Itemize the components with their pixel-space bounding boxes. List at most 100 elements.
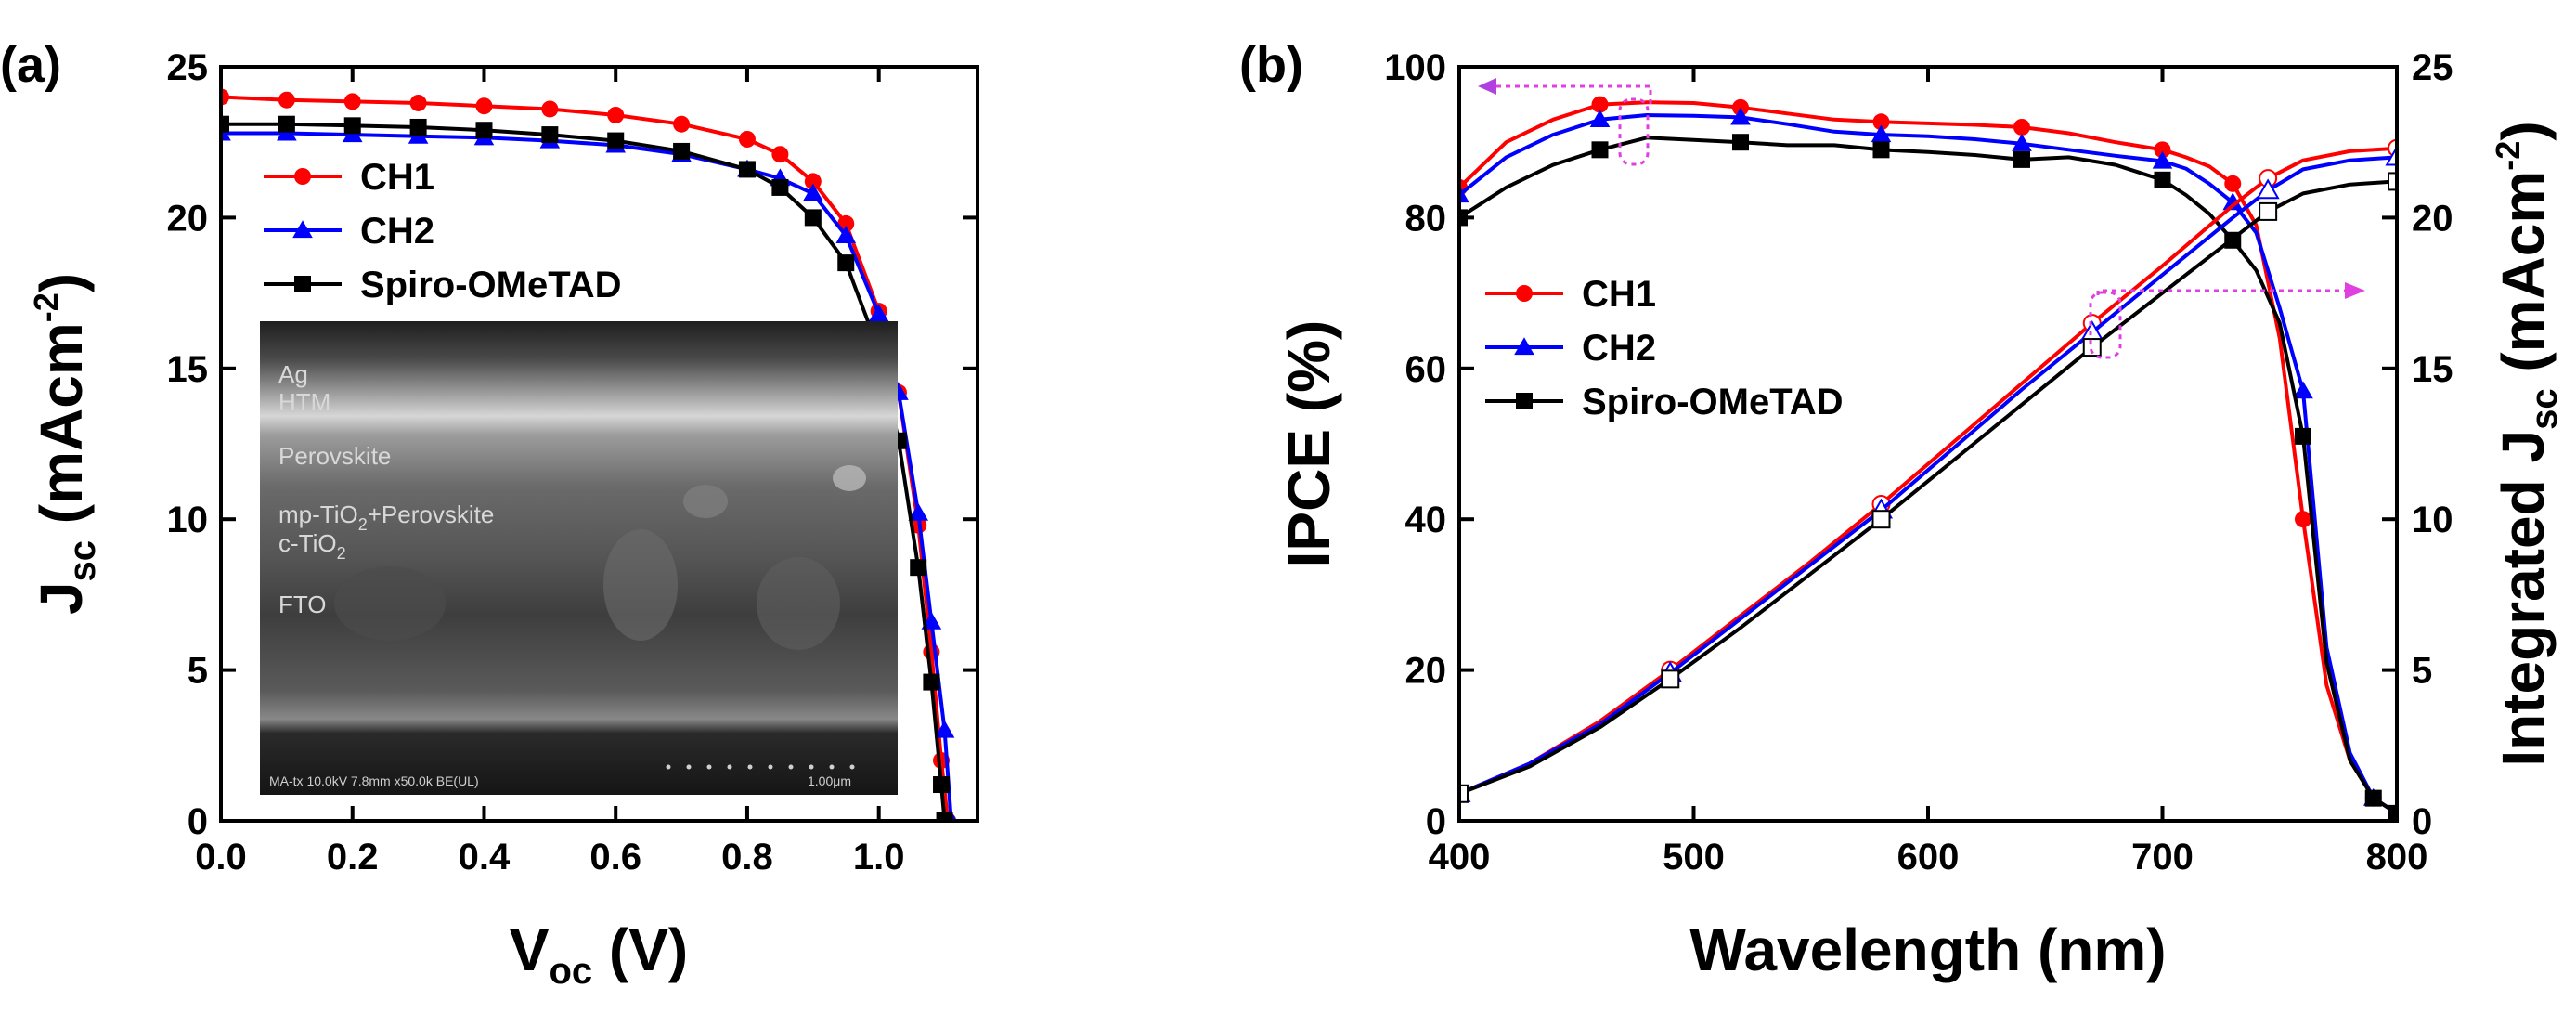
sem-label-ag: Ag bbox=[278, 360, 308, 388]
panel-a-point-0-3 bbox=[409, 94, 427, 111]
panel-a-point-0-0 bbox=[221, 88, 229, 106]
panel-b-legend-marker-2 bbox=[1516, 393, 1533, 409]
panel-b-point-2-24 bbox=[2364, 789, 2382, 807]
panel-a-point-0-1 bbox=[278, 91, 295, 109]
panel-a-y-tick-label-2: 10 bbox=[167, 500, 209, 540]
panel-a-point-2-8 bbox=[738, 161, 756, 178]
panel-b-plot-area bbox=[1459, 96, 2397, 821]
panel-a-line-1 bbox=[221, 131, 953, 821]
panel-b-y2-title-close: ) bbox=[2490, 121, 2557, 140]
panel-b-y-tick-label-1: 20 bbox=[1405, 651, 1447, 692]
panel-a-point-2-3 bbox=[409, 118, 427, 136]
panel-a-point-0-10 bbox=[804, 173, 822, 190]
sem-label-c-tio2-main: c-TiO bbox=[278, 529, 337, 557]
panel-b-point-1-21 bbox=[2293, 381, 2313, 399]
panel-b-x-tick-label-3: 700 bbox=[2131, 837, 2194, 877]
panel-b-series-ch2-integrated bbox=[1459, 145, 2397, 802]
panel-b-point-4-15 bbox=[2385, 145, 2397, 166]
panel-b-y2-tick-label-5: 25 bbox=[2412, 47, 2453, 88]
panel-a-axes: 0.0 0.2 0.4 0.6 0.8 1.0 0 5 10 15 20 25 bbox=[167, 47, 977, 877]
panel-b-point-0-3 bbox=[1591, 96, 1609, 113]
panel-b-point-4-12 bbox=[2256, 178, 2280, 200]
panel-a-x-tick-label-4: 0.8 bbox=[721, 837, 773, 877]
sem-scale-dot-9 bbox=[849, 764, 855, 770]
panel-b-line-1 bbox=[1459, 113, 2397, 815]
sem-scale-dot-0 bbox=[666, 764, 671, 770]
panel-a-y-tick-label-3: 15 bbox=[167, 349, 209, 390]
panel-b-point-2-25 bbox=[2388, 804, 2397, 821]
panel-b-point-1-9 bbox=[1871, 124, 1892, 143]
panel-b-series-spiro-ometad bbox=[1459, 134, 2397, 821]
panel-a-point-0-5 bbox=[541, 100, 559, 118]
panel-a-point-1-10 bbox=[803, 183, 823, 201]
panel-a-point-2-4 bbox=[475, 122, 493, 139]
panel-b-legend-marker-0 bbox=[1516, 285, 1533, 302]
panel-a-point-1-11 bbox=[835, 226, 857, 243]
panel-a-point-2-2 bbox=[343, 117, 361, 135]
panel-a-point-1-14 bbox=[908, 502, 929, 521]
axis-pointer-annotations bbox=[1478, 78, 2365, 359]
panel-b-series-spiro-ometad-integrated bbox=[1459, 172, 2397, 803]
panel-b-x-tick-label-1: 500 bbox=[1663, 837, 1725, 877]
panel-b-y-tick-label-5: 100 bbox=[1384, 47, 1446, 88]
sem-label-c-tio2-sub: 2 bbox=[337, 544, 346, 563]
panel-a-y-axis-title: Jsc (mAcm-2) bbox=[27, 273, 103, 615]
panel-b-y-tick-label-2: 40 bbox=[1405, 500, 1447, 540]
sem-scale-dot-3 bbox=[727, 764, 732, 770]
panel-a-x-title-tail: (V) bbox=[592, 916, 688, 983]
panel-a-point-2-14 bbox=[910, 559, 927, 577]
panel-a-legend-marker-0 bbox=[294, 168, 311, 185]
sem-scale-dot-1 bbox=[686, 764, 692, 770]
panel-b-legend-label-1: CH2 bbox=[1582, 328, 1656, 369]
panel-b-legend-label-2: Spiro-OMeTAD bbox=[1582, 382, 1843, 422]
panel-b-point-0-15 bbox=[2154, 141, 2171, 159]
sem-footer-text: MA-tx 10.0kV 7.8mm x50.0k BE(UL) bbox=[269, 773, 479, 788]
panel-a-point-2-10 bbox=[804, 209, 822, 227]
panel-a-legend-label-2: Spiro-OMeTAD bbox=[360, 265, 621, 305]
panel-a-y-title-tail: (mAcm bbox=[28, 322, 95, 540]
panel-b-point-2-9 bbox=[1872, 141, 1890, 159]
panel-a-point-2-17 bbox=[936, 812, 953, 821]
sem-scale-dot-2 bbox=[706, 764, 712, 770]
panel-b-point-5-6 bbox=[1871, 510, 1891, 529]
panel-a-plot-area bbox=[221, 88, 957, 821]
panel-a-legend-label-1: CH2 bbox=[360, 211, 434, 252]
panel-a-x-tick-label-1: 0.2 bbox=[327, 837, 379, 877]
panel-b-line-3 bbox=[1459, 146, 2397, 796]
panel-a-y-tick-label-1: 5 bbox=[188, 651, 208, 692]
panel-a-point-2-1 bbox=[278, 115, 295, 133]
panel-a-x-tick-label-3: 0.6 bbox=[589, 837, 641, 877]
panel-b-point-5-9 bbox=[2082, 338, 2102, 357]
panel-a-label: (a) bbox=[0, 37, 61, 93]
panel-b-y-axis-title: IPCE (%) bbox=[1275, 320, 1342, 568]
panel-b-point-1-18 bbox=[2222, 192, 2244, 211]
panel-b-line-0 bbox=[1459, 100, 2397, 815]
panel-a-point-0-2 bbox=[343, 93, 361, 110]
panel-b-y-tick-label-4: 80 bbox=[1405, 198, 1447, 239]
panel-a-x-title-main: V bbox=[510, 916, 550, 983]
panel-a-point-2-15 bbox=[923, 673, 940, 691]
sem-scale-dot-8 bbox=[829, 764, 835, 770]
panel-a-point-1-12 bbox=[868, 304, 889, 322]
panel-a-point-0-7 bbox=[673, 115, 691, 133]
panel-a-point-0-8 bbox=[738, 130, 756, 148]
panel-a-x-tick-label-0: 0.0 bbox=[195, 837, 247, 877]
panel-a-point-0-4 bbox=[475, 97, 493, 115]
panel-a-line-2 bbox=[221, 122, 947, 821]
sem-label-fto: FTO bbox=[278, 591, 327, 618]
panel-a-legend: CH1 CH2 Spiro-OMeTAD bbox=[264, 157, 621, 305]
panel-b-point-1-0 bbox=[1459, 185, 1469, 203]
sem-scale-dot-6 bbox=[788, 764, 794, 770]
sem-scale-dot-7 bbox=[809, 764, 814, 770]
panel-b-y2-axis-title: Integrated Jsc (mAcm-2) bbox=[2489, 121, 2565, 766]
panel-b-point-2-6 bbox=[1732, 134, 1749, 151]
sem-scale-bar bbox=[666, 764, 855, 770]
panel-b-x-tick-label-4: 800 bbox=[2366, 837, 2428, 877]
panel-b-point-5-12 bbox=[2259, 201, 2278, 221]
panel-b-x-axis-title: Wavelength (nm) bbox=[1689, 916, 2166, 983]
sem-inset-image: Ag HTM Perovskite mp-TiO2+Perovskite c-T… bbox=[260, 321, 898, 795]
left-axis-pointer-ellipse bbox=[1618, 97, 1650, 166]
panel-b-point-0-9 bbox=[1872, 113, 1890, 131]
